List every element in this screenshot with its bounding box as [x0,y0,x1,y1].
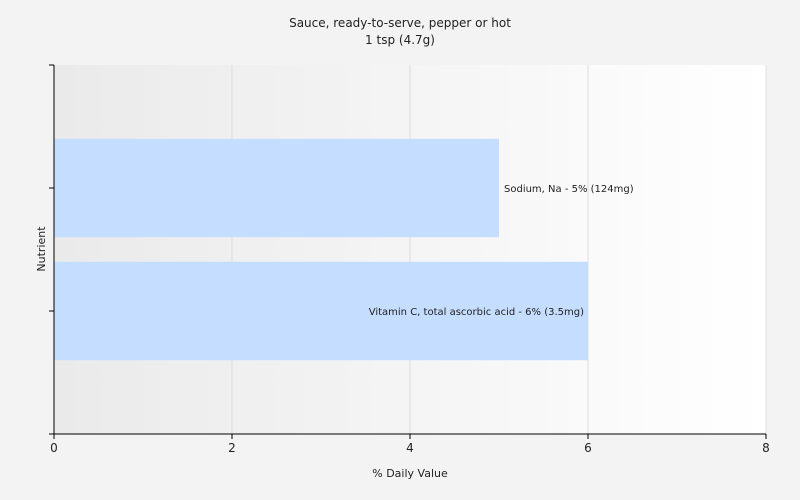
x-tick-label: 4 [406,441,414,455]
chart-subtitle: 1 tsp (4.7g) [365,33,435,47]
x-tick-label: 8 [762,441,770,455]
x-tick-label: 6 [584,441,592,455]
bar-label: Vitamin C, total ascorbic acid - 6% (3.5… [369,307,584,318]
x-axis-label: % Daily Value [372,467,448,480]
x-tick-label: 2 [228,441,236,455]
x-tick-label: 0 [50,441,58,455]
bar [54,261,588,361]
bar-label: Sodium, Na - 5% (124mg) [504,184,634,195]
y-axis-label: Nutrient [35,226,48,272]
chart-title: Sauce, ready-to-serve, pepper or hot [289,16,511,30]
bar [54,138,499,238]
